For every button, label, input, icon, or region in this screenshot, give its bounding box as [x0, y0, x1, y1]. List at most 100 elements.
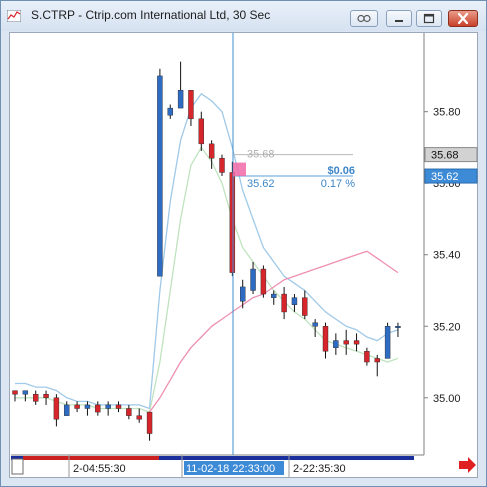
candle: [136, 408, 142, 423]
candle-body: [271, 293, 277, 298]
candle-body: [364, 351, 370, 363]
close-button[interactable]: [448, 10, 478, 27]
y-tick-label: 35.20: [433, 321, 461, 333]
link-button[interactable]: [350, 10, 378, 27]
cursor-time-box: [184, 461, 284, 475]
candle-body: [126, 408, 132, 416]
candle: [146, 411, 153, 441]
candle-body: [64, 404, 70, 416]
y-tick-label: 35.80: [433, 107, 461, 119]
restore-button[interactable]: [416, 10, 442, 27]
plot-area[interactable]: [11, 33, 424, 455]
candle: [208, 140, 215, 169]
minimize-icon: [395, 20, 403, 22]
close-icon: [457, 12, 469, 25]
candle: [105, 401, 111, 416]
candle: [333, 333, 339, 355]
time-scroll-handle[interactable]: [11, 458, 24, 475]
candle-body: [250, 268, 256, 291]
candle-body: [22, 390, 29, 395]
candle: [384, 322, 391, 359]
candle-body: [146, 411, 153, 434]
candle-body: [53, 397, 60, 420]
candle: [219, 154, 225, 177]
candle-body: [229, 172, 236, 273]
candle: [126, 404, 132, 420]
candle-body: [95, 404, 101, 413]
restore-icon: [423, 13, 435, 24]
candle: [281, 286, 287, 320]
measure-end-label: 35.62: [247, 178, 275, 190]
candle: [115, 401, 122, 413]
candle-body: [33, 394, 39, 402]
candle: [74, 401, 80, 413]
candle-body: [43, 394, 49, 398]
candle-body: [353, 340, 360, 345]
x-tick-label: 2-22:35:30: [293, 463, 346, 475]
candle-body: [322, 326, 329, 352]
candle: [177, 61, 184, 109]
candle: [188, 90, 194, 126]
candle-body: [281, 293, 287, 313]
candle: [312, 319, 318, 337]
title-bar[interactable]: S.CTRP - Ctrip.com International Ltd, 30…: [1, 1, 486, 31]
candle: [353, 333, 360, 352]
last-price-label: 35.68: [431, 150, 459, 162]
cursor-price-box: [424, 168, 478, 184]
candle-body: [219, 157, 225, 173]
candle-body: [239, 286, 246, 302]
candle-body: [333, 340, 339, 348]
candle-body: [136, 415, 142, 420]
link-icon: [357, 14, 371, 23]
candle: [53, 394, 60, 427]
candle-body: [312, 322, 318, 327]
candle: [12, 390, 18, 402]
candle: [22, 390, 29, 402]
measure-highlight: [233, 162, 246, 177]
measure-change-label: $0.06: [327, 165, 355, 177]
candle-body: [115, 404, 122, 409]
time-scrollbar-track[interactable]: [11, 456, 414, 460]
cursor-time-label: 11-02-18 22:33:00: [186, 463, 275, 475]
price-axis[interactable]: [424, 33, 476, 455]
y-tick-label: 35.40: [433, 250, 461, 262]
cursor-price-label: 35.62: [431, 171, 459, 183]
candle: [364, 347, 370, 366]
candle: [198, 111, 205, 152]
candle: [157, 68, 163, 277]
measure-start-label: 35.68: [247, 149, 275, 161]
scroll-right-arrow-icon[interactable]: [459, 457, 476, 473]
candle-body: [157, 75, 163, 277]
candle-body: [84, 404, 91, 409]
candle-body: [291, 297, 298, 305]
time-scrollbar-thumb[interactable]: [23, 456, 159, 460]
last-price-box: [424, 147, 478, 163]
candle: [395, 322, 401, 337]
window-title: S.CTRP - Ctrip.com International Ltd, 30…: [31, 8, 271, 22]
candle: [229, 161, 236, 277]
candle: [84, 401, 91, 416]
x-tick-label: 2-04:55:30: [73, 463, 126, 475]
candle: [374, 354, 380, 377]
candle: [33, 390, 39, 405]
candle: [302, 290, 308, 320]
candle-body: [260, 268, 267, 295]
candle-body: [343, 340, 349, 345]
candle: [239, 279, 246, 309]
ma-slow-line: [148, 250, 399, 413]
minimize-button[interactable]: [386, 10, 412, 27]
y-tick-label: 35.00: [433, 393, 461, 405]
measure-percent-label: 0.17 %: [321, 178, 355, 190]
candle: [291, 294, 298, 312]
candle-body: [302, 297, 308, 316]
candle-body: [384, 326, 391, 359]
candle: [322, 322, 329, 359]
candle: [250, 261, 256, 295]
candle-body: [395, 326, 401, 328]
candle-body: [167, 107, 173, 116]
candle-body: [105, 404, 111, 409]
ma-fast-line: [15, 92, 399, 410]
candle: [260, 265, 267, 298]
